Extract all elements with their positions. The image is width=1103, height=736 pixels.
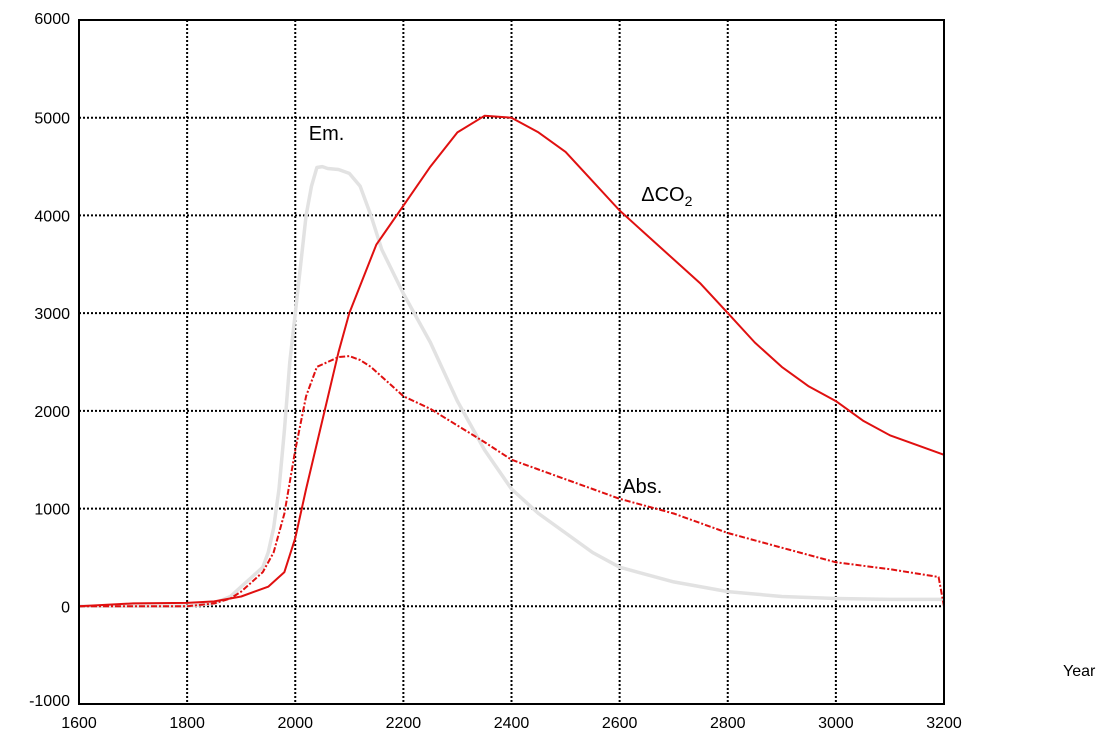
- x-tick-label: 1800: [169, 715, 205, 732]
- y-tick-label: 2000: [34, 404, 70, 421]
- y-tick-label: 4000: [34, 208, 70, 225]
- x-tick-label: 2200: [386, 715, 422, 732]
- x-tick-label: 3200: [926, 715, 962, 732]
- x-axis-label: Year: [1063, 663, 1096, 680]
- abs-series-line: [79, 355, 945, 608]
- x-tick-label: 2400: [494, 715, 530, 732]
- y-tick-label: 6000: [34, 11, 70, 28]
- x-tick-label: 2600: [602, 715, 638, 732]
- y-tick-label: 3000: [34, 306, 70, 323]
- x-tick-label: 3000: [818, 715, 854, 732]
- y-tick-label: 0: [61, 599, 70, 616]
- x-tick-label: 1600: [61, 715, 97, 732]
- series-group: [78, 114, 945, 609]
- series-annotation: ΔCO2: [641, 184, 692, 209]
- x-tick-label: 2000: [277, 715, 313, 732]
- x-tick-label: 2800: [710, 715, 746, 732]
- plot-frame: [78, 19, 945, 705]
- em-series-line: [79, 164, 944, 609]
- x-tick-labels: 1600 1800 2000 2200 2400 2600 2800 3000 3200: [61, 715, 962, 732]
- y-tick-label: 5000: [34, 111, 70, 128]
- annotation-subscript: 2: [685, 193, 693, 209]
- delta-co2-series-line: [78, 114, 945, 608]
- y-tick-labels: -1000 0 1000 2000 3000 4000 5000 6000: [29, 11, 70, 710]
- series-annotation: Em.: [309, 123, 345, 145]
- y-tick-label: -1000: [29, 693, 70, 710]
- series-annotation: Abs.: [622, 476, 662, 498]
- series-annotations: Em. ΔCO2 Abs.: [309, 123, 693, 498]
- y-tick-label: 1000: [34, 502, 70, 519]
